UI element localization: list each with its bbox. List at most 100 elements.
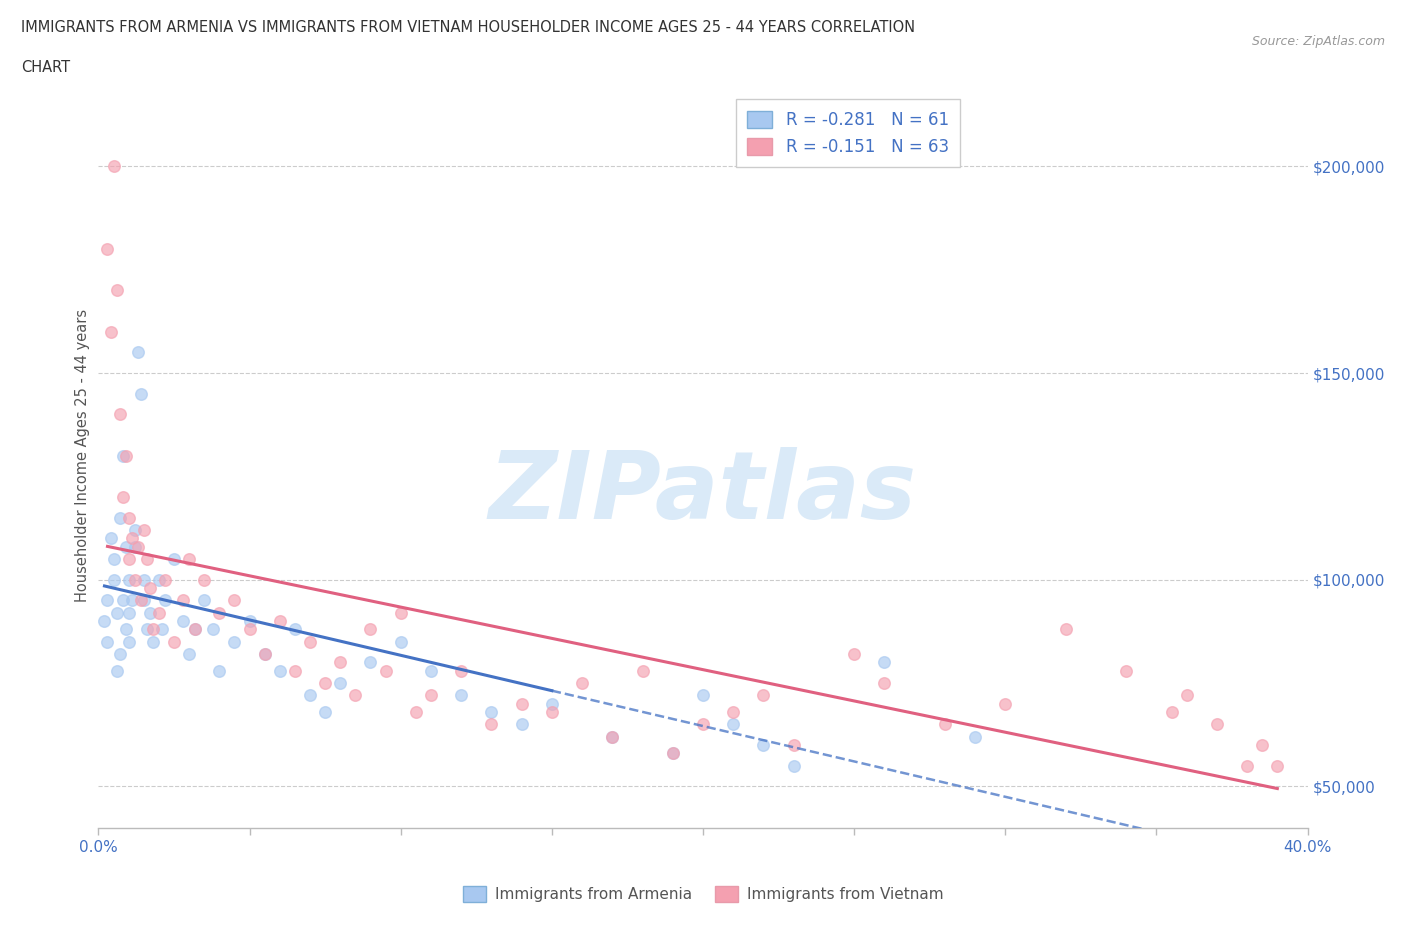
Point — [139, 580, 162, 595]
Text: IMMIGRANTS FROM ARMENIA VS IMMIGRANTS FROM VIETNAM HOUSEHOLDER INCOME AGES 25 - : IMMIGRANTS FROM ARMENIA VS IMMIGRANTS FR… — [21, 20, 915, 35]
Point — [111, 593, 134, 608]
Point — [873, 675, 896, 690]
Point — [129, 386, 152, 401]
Point — [721, 717, 744, 732]
Point — [631, 663, 654, 678]
Point — [389, 605, 412, 620]
Point — [105, 283, 128, 298]
Point — [163, 551, 186, 566]
Point — [177, 551, 201, 566]
Point — [135, 551, 157, 566]
Point — [124, 523, 146, 538]
Point — [299, 634, 322, 649]
Point — [450, 663, 472, 678]
Point — [253, 646, 276, 661]
Point — [1251, 737, 1274, 752]
Point — [150, 622, 173, 637]
Point — [142, 634, 165, 649]
Point — [344, 688, 367, 703]
Point — [127, 345, 149, 360]
Point — [105, 605, 128, 620]
Point — [208, 663, 231, 678]
Point — [510, 717, 533, 732]
Point — [1115, 663, 1137, 678]
Point — [121, 531, 143, 546]
Point — [299, 688, 322, 703]
Point — [1175, 688, 1198, 703]
Point — [284, 622, 307, 637]
Point — [314, 675, 336, 690]
Point — [177, 646, 201, 661]
Point — [193, 593, 215, 608]
Point — [118, 551, 141, 566]
Text: Source: ZipAtlas.com: Source: ZipAtlas.com — [1251, 35, 1385, 48]
Point — [163, 634, 186, 649]
Point — [934, 717, 956, 732]
Point — [114, 539, 136, 554]
Point — [360, 622, 382, 637]
Point — [148, 572, 170, 587]
Point — [114, 448, 136, 463]
Point — [224, 634, 246, 649]
Point — [93, 614, 115, 629]
Point — [721, 705, 744, 720]
Point — [148, 605, 170, 620]
Point — [129, 593, 152, 608]
Point — [419, 688, 441, 703]
Point — [108, 646, 131, 661]
Point — [184, 622, 207, 637]
Point — [481, 705, 503, 720]
Point — [1206, 717, 1229, 732]
Point — [103, 551, 125, 566]
Point — [661, 746, 683, 761]
Point — [782, 737, 804, 752]
Point — [269, 663, 291, 678]
Text: ZIPatlas: ZIPatlas — [489, 447, 917, 538]
Point — [103, 159, 125, 174]
Point — [752, 688, 775, 703]
Point — [374, 663, 396, 678]
Point — [202, 622, 225, 637]
Text: CHART: CHART — [21, 60, 70, 75]
Point — [96, 634, 118, 649]
Legend: Immigrants from Armenia, Immigrants from Vietnam: Immigrants from Armenia, Immigrants from… — [457, 880, 949, 909]
Point — [965, 729, 987, 744]
Point — [124, 572, 146, 587]
Point — [239, 622, 262, 637]
Point — [105, 663, 128, 678]
Point — [108, 511, 131, 525]
Point — [1236, 758, 1258, 773]
Point — [124, 539, 146, 554]
Point — [450, 688, 472, 703]
Point — [540, 705, 562, 720]
Point — [114, 622, 136, 637]
Point — [142, 622, 165, 637]
Point — [360, 655, 382, 670]
Point — [118, 605, 141, 620]
Point — [269, 614, 291, 629]
Point — [994, 697, 1017, 711]
Point — [389, 634, 412, 649]
Point — [405, 705, 427, 720]
Point — [193, 572, 215, 587]
Point — [602, 729, 624, 744]
Point — [108, 407, 131, 422]
Point — [752, 737, 775, 752]
Point — [103, 572, 125, 587]
Point — [153, 572, 176, 587]
Point — [224, 593, 246, 608]
Point — [118, 572, 141, 587]
Point — [118, 634, 141, 649]
Point — [510, 697, 533, 711]
Point — [135, 622, 157, 637]
Point — [132, 593, 155, 608]
Point — [139, 605, 162, 620]
Point — [692, 688, 714, 703]
Point — [844, 646, 866, 661]
Point — [481, 717, 503, 732]
Point — [571, 675, 593, 690]
Point — [172, 614, 194, 629]
Point — [873, 655, 896, 670]
Point — [661, 746, 683, 761]
Point — [692, 717, 714, 732]
